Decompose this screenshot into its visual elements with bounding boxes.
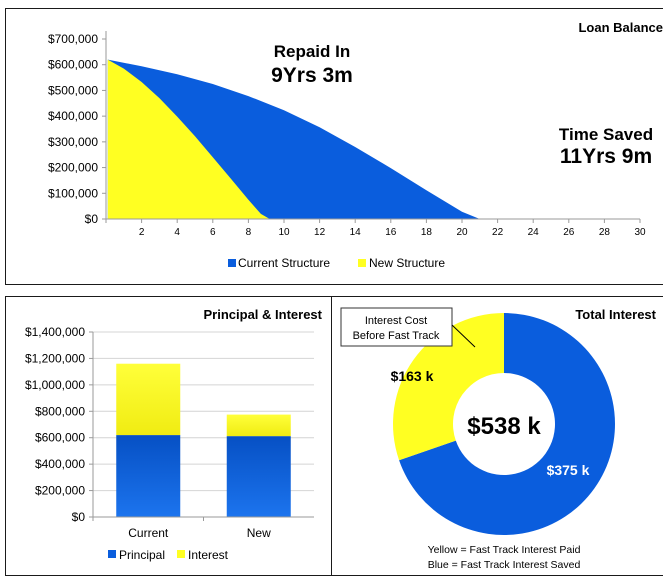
y-tick-label: $100,000 — [48, 186, 98, 200]
principal-interest-title: Principal & Interest — [204, 307, 323, 322]
note-blue: Blue = Fast Track Interest Saved — [428, 559, 581, 571]
x-tick-label: 28 — [599, 227, 611, 238]
total-interest-chart: Total Interest $538 k $163 k $375 k Inte… — [340, 307, 657, 571]
loan-balance-panel: 2 4 6 8 10 12 14 16 18 20 22 24 26 28 30 $700,000 $600,… — [5, 8, 663, 285]
legend-label-interest: Interest — [188, 548, 229, 562]
legend-swatch-principal — [108, 550, 116, 558]
callout-line-1: Interest Cost — [365, 315, 427, 327]
x-tick-label: 24 — [528, 227, 540, 238]
legend-label-new: New Structure — [369, 256, 445, 270]
slice-label-interest-paid: $163 k — [391, 368, 434, 384]
loan-balance-title: Loan Balance — [578, 20, 663, 35]
x-tick-label: 26 — [563, 227, 575, 238]
y-tick-label: $300,000 — [48, 135, 98, 149]
y-tick-label: $0 — [72, 510, 86, 524]
x-tick-label: 10 — [278, 227, 290, 238]
y-tick-label: $200,000 — [48, 161, 98, 175]
repaid-in-label: Repaid In — [274, 42, 351, 61]
time-saved-value: 11Yrs 9m — [560, 145, 652, 168]
x-tick-label: 14 — [350, 227, 362, 238]
bar-new-principal — [226, 436, 291, 517]
legend-label-principal: Principal — [119, 548, 165, 562]
callout-line-2: Before Fast Track — [353, 330, 440, 342]
principal-interest-chart: Principal & Interest $1,400,000 $1,200,00… — [25, 307, 323, 562]
total-interest-panel: Total Interest $538 k $163 k $375 k Inte… — [331, 296, 663, 576]
x-tick-label: 30 — [634, 227, 646, 238]
principal-interest-panel: Principal & Interest $1,400,000 $1,200,00… — [5, 296, 332, 576]
donut-slice-fast-track-interest-saved — [399, 313, 615, 535]
x-tick-label: 2 — [139, 227, 145, 238]
x-tick-label: 20 — [456, 227, 468, 238]
legend-label-current: Current Structure — [238, 256, 330, 270]
y-tick-label: $1,200,000 — [25, 351, 85, 365]
x-tick-label: 16 — [385, 227, 397, 238]
bar-current-principal — [116, 435, 181, 517]
slice-label-interest-saved: $375 k — [547, 462, 590, 478]
x-tick-label: 22 — [492, 227, 504, 238]
loan-balance-chart: 2 4 6 8 10 12 14 16 18 20 22 24 26 28 30 $700,000$600,… — [48, 20, 663, 270]
loan-balance-legend: Current Structure New Structure — [228, 256, 445, 270]
donut-center-label: $538 k — [467, 413, 541, 440]
y-tick-label: $1,400,000 — [25, 325, 85, 339]
repaid-in-value: 9Yrs 3m — [271, 64, 353, 87]
y-tick-label: $400,000 — [48, 109, 98, 123]
bar-current-interest — [116, 363, 181, 436]
y-tick-label: $1,000,000 — [25, 378, 85, 392]
legend-swatch-interest — [177, 550, 185, 558]
x-tick-label: 6 — [210, 227, 216, 238]
x-tick-label: 12 — [314, 227, 326, 238]
y-tick-label: $400,000 — [35, 457, 85, 471]
callout: Interest Cost Before Fast Track — [340, 307, 476, 348]
area-new-structure — [107, 59, 270, 220]
donut-slice-fast-track-interest-paid — [392, 313, 504, 461]
callout-box — [340, 307, 453, 347]
y-tick-label: $700,000 — [48, 32, 98, 46]
x-tick-label: 8 — [246, 227, 252, 238]
principal-interest-legend: Principal Interest — [108, 548, 229, 562]
y-tick-label: $200,000 — [35, 484, 85, 498]
legend-swatch-current — [228, 259, 236, 267]
callout-leader-line — [451, 324, 476, 348]
time-saved-label: Time Saved — [559, 125, 653, 144]
x-category-label: New — [247, 526, 271, 540]
y-tick-label: $600,000 — [35, 431, 85, 445]
x-tick-label: 18 — [421, 227, 433, 238]
y-tick-label: $500,000 — [48, 83, 98, 97]
total-interest-title: Total Interest — [575, 307, 656, 322]
bar-new-interest — [226, 414, 291, 437]
y-tick-label: $0 — [85, 212, 99, 226]
legend-swatch-new — [358, 259, 366, 267]
x-category-label: Current — [128, 526, 169, 540]
x-tick-label: 4 — [174, 227, 180, 238]
y-tick-label: $600,000 — [48, 58, 98, 72]
note-yellow: Yellow = Fast Track Interest Paid — [428, 544, 581, 556]
y-tick-label: $800,000 — [35, 404, 85, 418]
